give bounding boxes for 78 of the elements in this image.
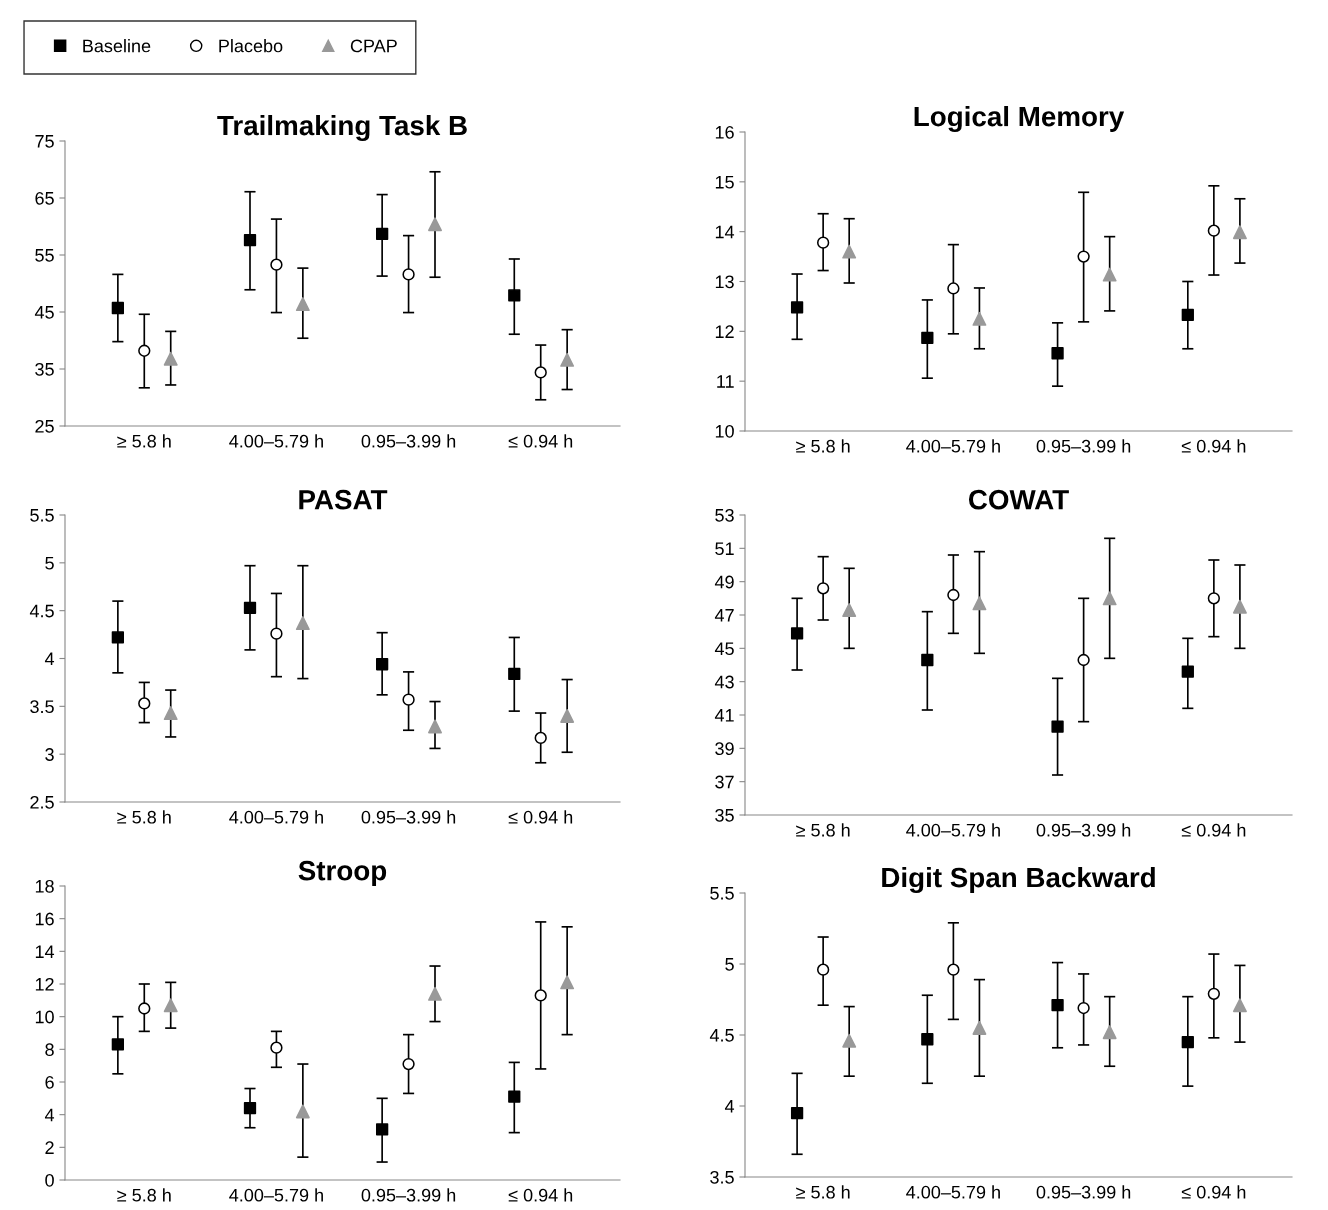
y-tick-label: 4 <box>44 1108 55 1122</box>
y-tick-label: 37 <box>715 775 734 789</box>
x-tick-label: ≥ 5.8 h <box>796 439 850 453</box>
x-tick-label: ≤ 0.94 h <box>508 810 573 824</box>
y-tick-label: 2 <box>45 1141 54 1154</box>
x-tick-label: 4.00–5.79 h <box>906 439 1000 453</box>
y-tick-label: 18 <box>35 879 54 893</box>
y-tick-label: 35 <box>715 808 734 822</box>
y-tick-label: 3.5 <box>710 1170 734 1184</box>
chart-title: Logical Memory <box>914 105 1125 132</box>
x-tick-label: ≤ 0.94 h <box>508 434 573 448</box>
y-tick-label: 10 <box>35 1010 54 1024</box>
legend-label: Baseline <box>83 39 151 53</box>
x-tick-label: 0.95–3.99 h <box>361 434 456 448</box>
y-tick-label: 11 <box>717 375 734 388</box>
y-tick-label: 8 <box>45 1043 54 1057</box>
x-tick-label: ≥ 5.8 h <box>117 1188 171 1202</box>
y-tick-label: 25 <box>35 419 54 433</box>
y-tick-label: 41 <box>714 709 734 722</box>
x-tick-label: 0.95–3.99 h <box>1036 1185 1131 1199</box>
x-tick-label: 0.95–3.99 h <box>1036 439 1131 453</box>
x-tick-label: 0.95–3.99 h <box>361 1188 456 1202</box>
y-tick-label: 5 <box>45 556 54 570</box>
y-tick-label: 0 <box>45 1173 54 1187</box>
y-tick-label: 2.5 <box>30 795 54 809</box>
x-tick-label: ≤ 0.94 h <box>1181 1185 1246 1199</box>
y-tick-label: 3 <box>45 748 54 761</box>
x-tick-label: 4.00–5.79 h <box>229 1188 323 1202</box>
y-tick-label: 5.5 <box>30 509 54 522</box>
x-tick-label: ≥ 5.8 h <box>117 434 171 448</box>
y-tick-label: 4 <box>44 652 55 666</box>
y-tick-label: 4.5 <box>29 604 54 618</box>
y-tick-label: 10 <box>715 424 734 438</box>
y-tick-label: 55 <box>35 249 54 262</box>
x-tick-label: 4.00–5.79 h <box>906 1185 1000 1199</box>
x-tick-label: ≤ 0.94 h <box>508 1188 573 1202</box>
y-tick-label: 12 <box>35 977 54 991</box>
y-tick-label: 6 <box>45 1075 54 1089</box>
y-tick-label: 45 <box>34 306 54 319</box>
y-tick-label: 16 <box>715 125 734 139</box>
x-tick-label: ≥ 5.8 h <box>117 810 171 824</box>
x-tick-label: 4.00–5.79 h <box>906 823 1000 837</box>
x-tick-label: ≤ 0.94 h <box>1181 823 1246 837</box>
chart-title: Digit Span Backward <box>882 866 1155 893</box>
y-tick-label: 51 <box>715 542 734 556</box>
chart-title: COWAT <box>968 489 1069 510</box>
y-tick-label: 35 <box>35 362 54 376</box>
y-tick-label: 53 <box>715 508 734 522</box>
x-tick-label: ≤ 0.94 h <box>1181 439 1246 453</box>
legend-label: CPAP <box>350 39 397 53</box>
x-tick-label: ≥ 5.8 h <box>796 823 850 837</box>
y-tick-label: 3.5 <box>30 700 54 714</box>
y-tick-label: 14 <box>715 225 735 239</box>
y-tick-label: 15 <box>715 175 734 189</box>
legend-label: Placebo <box>219 39 283 53</box>
y-tick-label: 16 <box>35 912 54 926</box>
y-tick-label: 5.5 <box>710 887 734 900</box>
chart-title: Stroop <box>298 860 387 886</box>
chart-title: PASAT <box>299 489 388 510</box>
x-tick-label: ≥ 5.8 h <box>796 1185 850 1199</box>
y-tick-label: 49 <box>714 575 734 589</box>
chart-title: Trailmaking Task B <box>217 114 467 141</box>
y-tick-label: 45 <box>714 642 734 656</box>
x-tick-label: 0.95–3.99 h <box>361 810 456 824</box>
y-tick-label: 14 <box>35 945 55 958</box>
y-tick-label: 12 <box>715 325 734 338</box>
y-tick-label: 47 <box>714 609 734 622</box>
y-tick-label: 5 <box>725 958 734 971</box>
y-tick-label: 13 <box>715 275 734 289</box>
x-tick-label: 4.00–5.79 h <box>229 434 323 448</box>
x-tick-label: 4.00–5.79 h <box>229 810 323 824</box>
y-tick-label: 4 <box>724 1100 735 1113</box>
y-tick-label: 39 <box>715 742 734 756</box>
y-tick-label: 43 <box>714 675 734 689</box>
y-tick-label: 4.5 <box>709 1029 734 1042</box>
y-tick-label: 65 <box>35 191 54 205</box>
x-tick-label: 0.95–3.99 h <box>1036 823 1131 837</box>
y-tick-label: 75 <box>35 135 54 148</box>
